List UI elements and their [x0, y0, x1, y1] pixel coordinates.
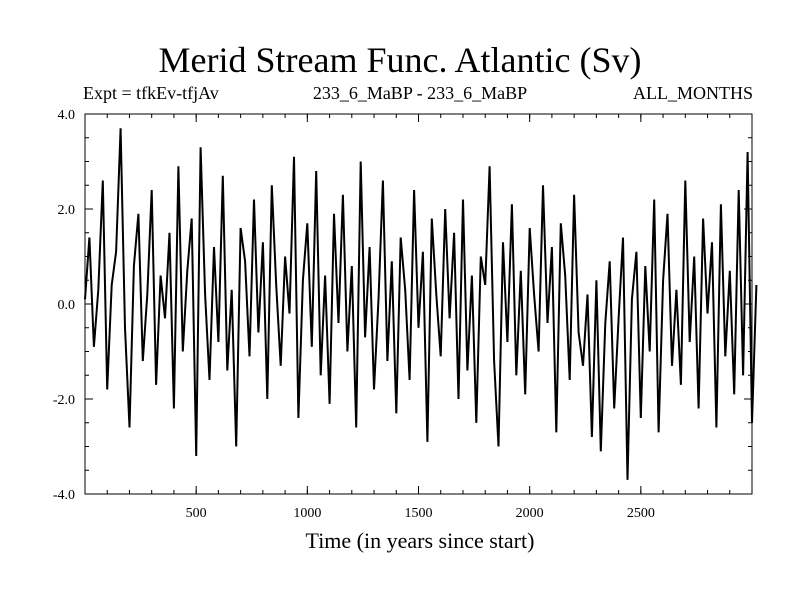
header-right-label: ALL_MONTHS: [633, 83, 753, 103]
y-tick-label: 4.0: [58, 108, 76, 123]
x-tick-label: 2000: [516, 506, 544, 521]
x-tick-label: 1000: [293, 506, 321, 521]
x-axis-label: Time (in years since start): [305, 528, 535, 553]
x-tick-label: 1500: [405, 506, 433, 521]
series-line-0: [84, 128, 758, 480]
header-left-label: Expt = tfkEv-tfjAv: [83, 83, 219, 103]
y-tick-label: -2.0: [53, 393, 75, 408]
x-tick-label: 2500: [627, 506, 655, 521]
y-tick-label: -4.0: [53, 488, 75, 503]
x-tick-label: 500: [186, 506, 207, 521]
y-tick-label: 2.0: [58, 203, 76, 218]
header-center-label: 233_6_MaBP - 233_6_MaBP: [312, 83, 528, 103]
y-tick-label: 0.0: [58, 298, 76, 313]
chart-title: Merid Stream Func. Atlantic (Sv): [158, 40, 642, 80]
